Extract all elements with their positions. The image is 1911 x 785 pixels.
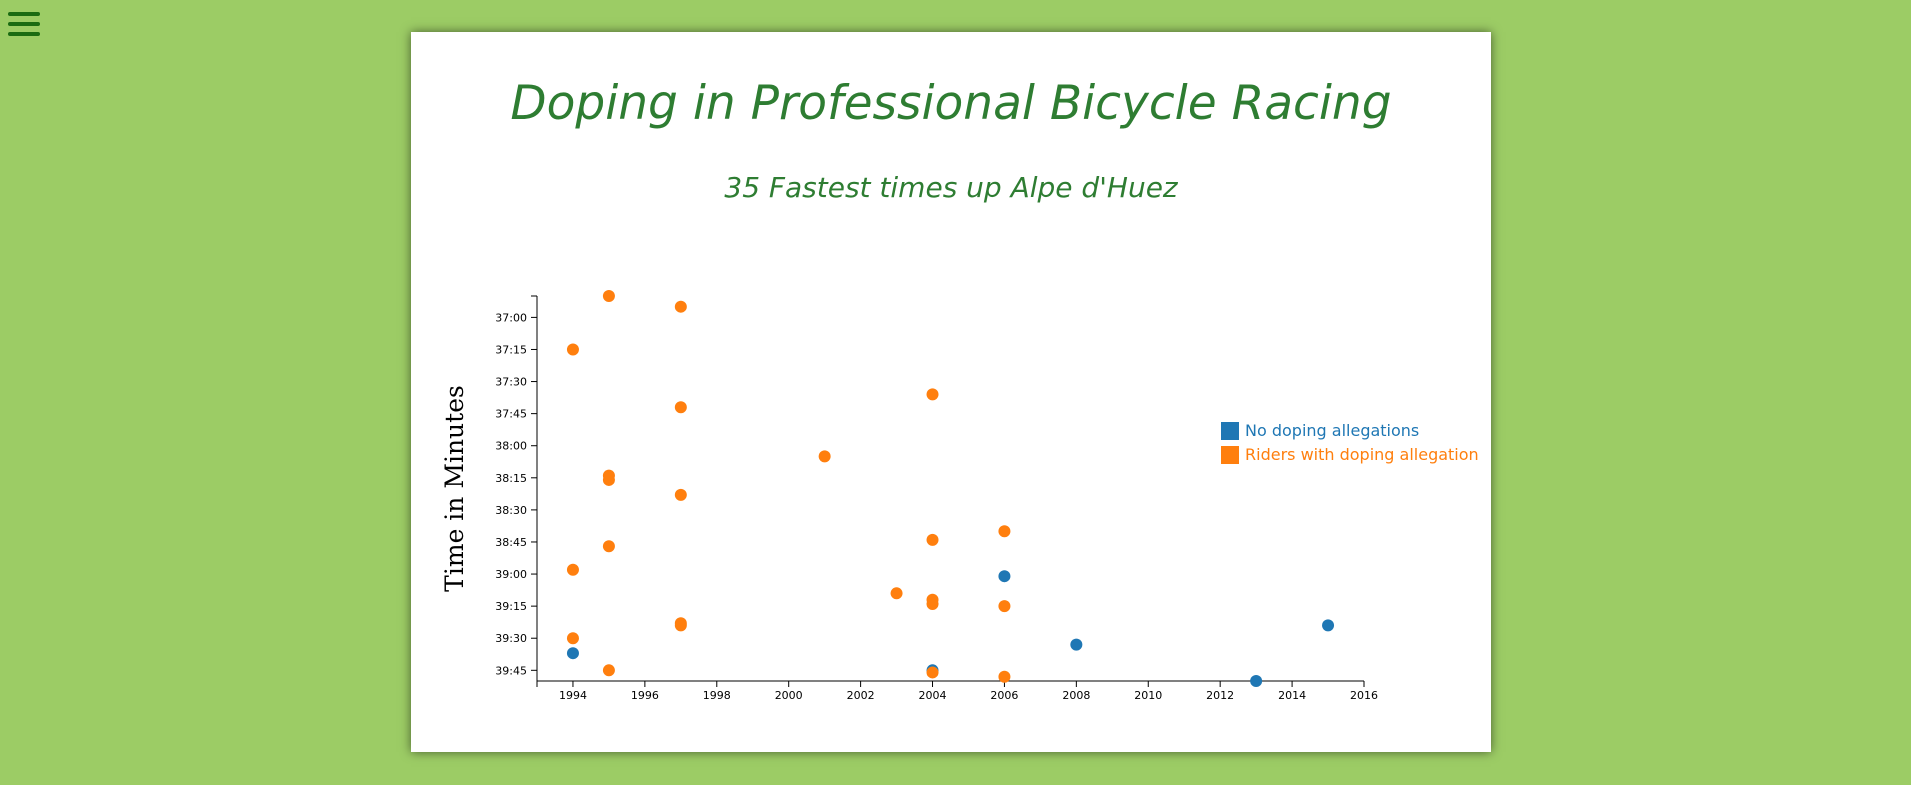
y-tick-label: 39:30	[495, 632, 527, 645]
y-tick-label: 38:15	[495, 472, 527, 485]
x-tick-label: 1998	[703, 689, 731, 702]
y-tick-label: 37:00	[495, 311, 527, 324]
x-tick-label: 1996	[631, 689, 659, 702]
data-point	[674, 300, 687, 313]
data-point	[566, 632, 579, 645]
data-point	[998, 670, 1011, 683]
y-tick-label: 39:00	[495, 568, 527, 581]
data-point	[1070, 638, 1083, 651]
x-tick-label: 2016	[1350, 689, 1378, 702]
data-point	[926, 598, 939, 610]
x-tick-label: 2004	[919, 689, 947, 702]
legend-label: No doping allegations	[1245, 421, 1419, 440]
data-point	[602, 290, 615, 302]
legend-swatch	[1221, 446, 1239, 464]
data-point	[602, 540, 615, 553]
data-point	[926, 666, 939, 679]
data-point	[998, 600, 1011, 613]
data-point	[998, 525, 1011, 538]
data-point	[602, 664, 615, 677]
data-point	[602, 473, 615, 486]
y-tick-label: 39:15	[495, 600, 527, 613]
y-axis-label: Time in Minutes	[440, 385, 469, 592]
data-point	[926, 388, 939, 401]
data-point	[674, 401, 687, 414]
x-tick-label: 2000	[775, 689, 803, 702]
hamburger-menu-icon[interactable]	[8, 12, 40, 40]
menu-bar	[8, 32, 40, 36]
data-point	[566, 563, 579, 576]
data-point	[1322, 619, 1335, 632]
y-tick-label: 39:45	[495, 664, 527, 677]
x-tick-label: 2014	[1278, 689, 1306, 702]
legend-swatch	[1221, 422, 1239, 440]
data-point	[674, 619, 687, 632]
data-point	[566, 343, 579, 356]
y-tick-label: 38:30	[495, 504, 527, 517]
data-point	[926, 533, 939, 546]
data-point	[1250, 675, 1263, 687]
x-tick-label: 1994	[559, 689, 587, 702]
data-point	[566, 647, 579, 660]
scatter-chart: 1994 1996 1998 2000 2002 2004 2006 2008 2010 2012…	[440, 290, 1479, 702]
x-tick-label: 2006	[990, 689, 1018, 702]
x-tick-label: 2010	[1134, 689, 1162, 702]
page-subtitle: 35 Fastest times up Alpe d'Huez	[724, 171, 1178, 204]
data-point	[998, 570, 1011, 583]
x-tick-label: 2008	[1062, 689, 1090, 702]
y-tick-label: 37:45	[495, 408, 527, 421]
data-point	[890, 587, 903, 600]
chart-card: Doping in Professional Bicycle Racing 35…	[411, 32, 1491, 752]
page-title: Doping in Professional Bicycle Racing	[510, 76, 1392, 131]
y-tick-label: 38:45	[495, 536, 527, 549]
data-point	[818, 450, 831, 463]
menu-bar	[8, 12, 40, 16]
y-tick-label: 38:00	[495, 440, 527, 453]
y-tick-label: 37:15	[495, 343, 527, 356]
data-point	[674, 488, 687, 501]
menu-bar	[8, 22, 40, 26]
legend-label: Riders with doping allegation	[1245, 445, 1479, 464]
x-tick-label: 2002	[847, 689, 875, 702]
x-tick-label: 2012	[1206, 689, 1234, 702]
y-tick-label: 37:30	[495, 376, 527, 389]
